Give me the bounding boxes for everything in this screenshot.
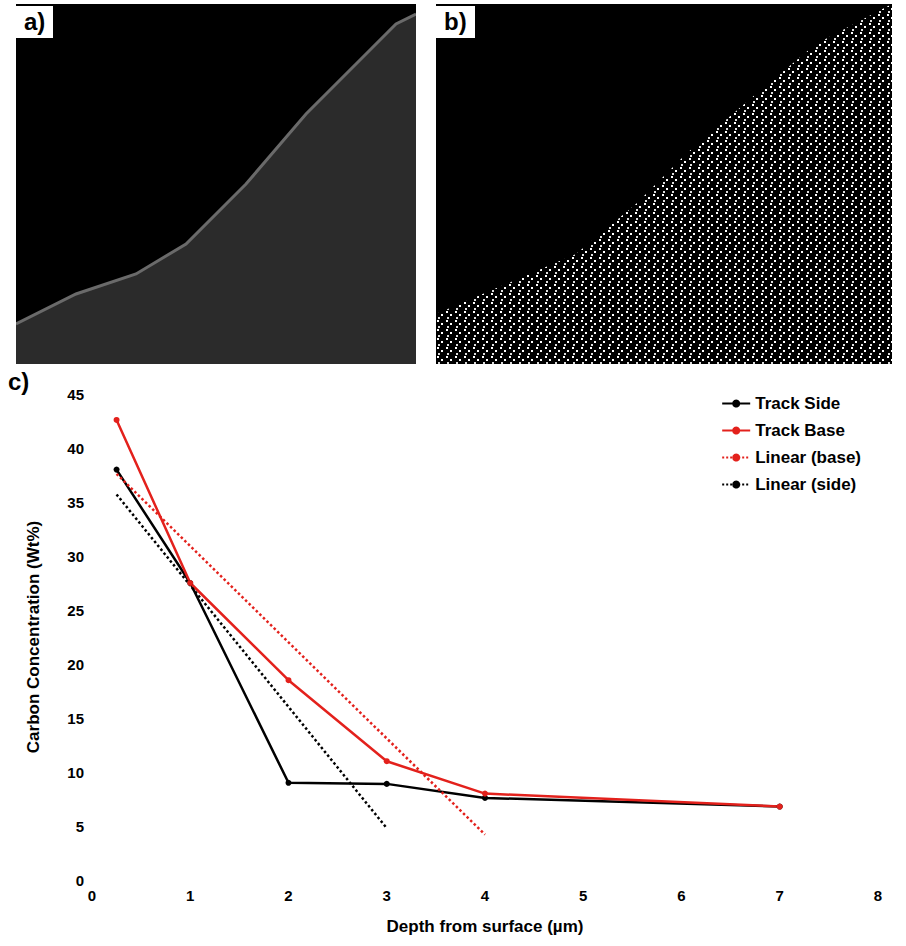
svg-text:0: 0 <box>88 887 96 904</box>
svg-text:0: 0 <box>76 872 84 889</box>
html-text:c): c) <box>8 368 30 395</box>
svg-text:15: 15 <box>67 710 84 727</box>
svg-text:Track Base: Track Base <box>755 421 845 440</box>
svg-text:3: 3 <box>383 887 391 904</box>
svg-text:8: 8 <box>874 887 882 904</box>
svg-text:5: 5 <box>76 818 84 835</box>
svg-text:Linear (base): Linear (base) <box>755 448 861 467</box>
svg-text:40: 40 <box>67 440 84 457</box>
svg-text:20: 20 <box>67 656 84 673</box>
svg-text:7: 7 <box>776 887 784 904</box>
svg-text:5: 5 <box>579 887 587 904</box>
svg-text:2: 2 <box>284 887 292 904</box>
html-text:b): b) <box>444 8 467 35</box>
html-text:a): a) <box>24 8 46 35</box>
svg-text:Carbon Concentration (Wt%): Carbon Concentration (Wt%) <box>24 521 43 753</box>
svg-text:4: 4 <box>481 887 490 904</box>
svg-text:Track Side: Track Side <box>755 394 840 413</box>
svg-text:Depth from surface (µm): Depth from surface (µm) <box>387 917 584 936</box>
svg-text:Linear (side): Linear (side) <box>755 475 856 494</box>
svg-text:45: 45 <box>67 386 84 403</box>
svg-text:25: 25 <box>67 602 84 619</box>
svg-text:10: 10 <box>67 764 84 781</box>
svg-text:35: 35 <box>67 494 84 511</box>
svg-text:30: 30 <box>67 548 84 565</box>
svg-text:6: 6 <box>677 887 685 904</box>
svg-text:1: 1 <box>186 887 194 904</box>
